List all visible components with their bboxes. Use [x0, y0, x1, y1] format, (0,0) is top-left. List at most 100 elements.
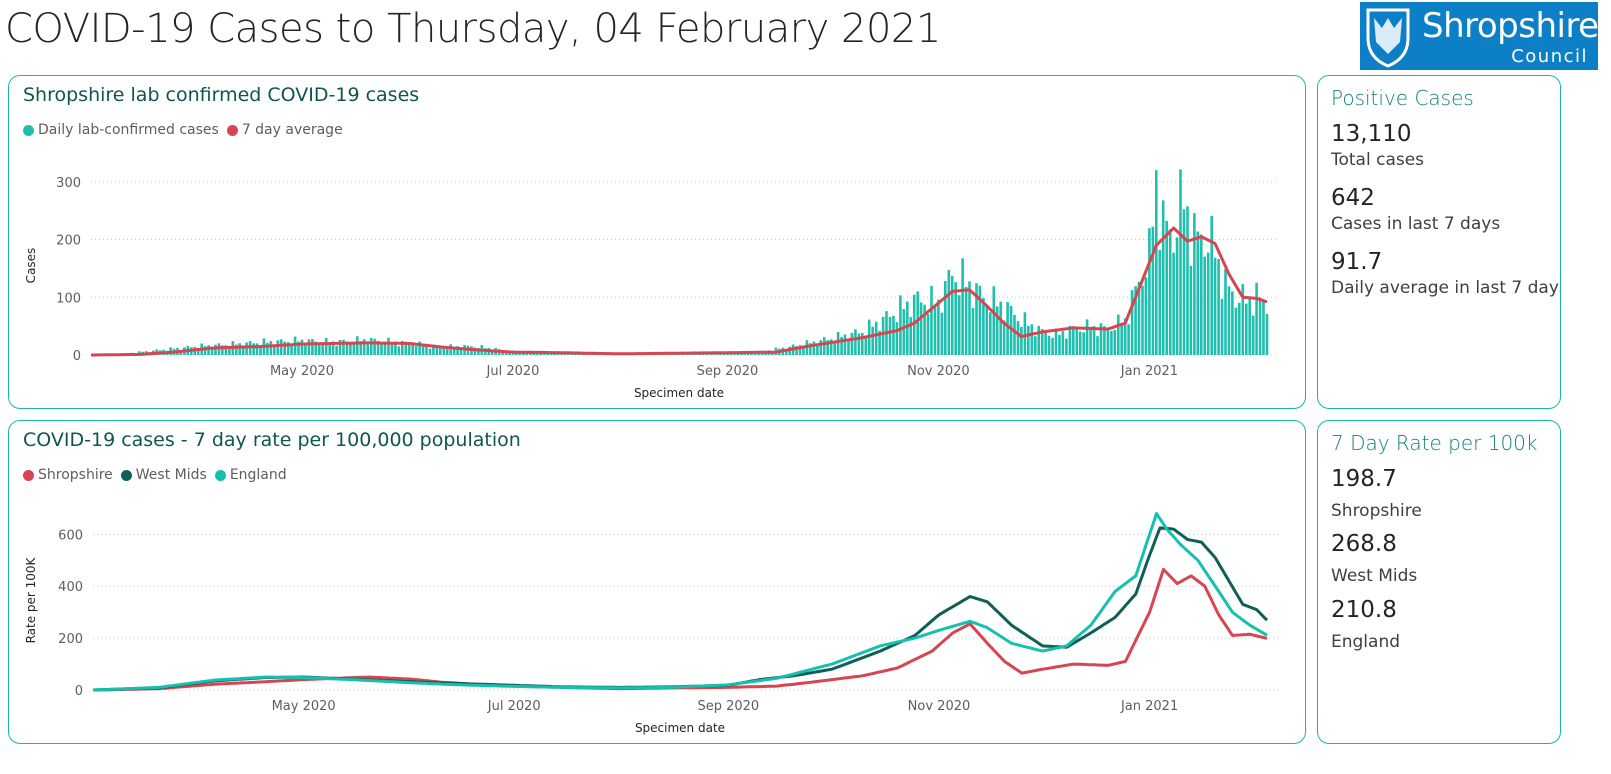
daily-case-bar	[802, 347, 805, 355]
daily-case-bar	[1231, 291, 1234, 355]
daily-y-tick-label: 100	[56, 291, 81, 306]
daily-case-bar	[944, 281, 947, 355]
daily-case-bar	[411, 345, 414, 355]
daily-y-axis-title: Cases	[24, 248, 38, 284]
daily-case-bar	[971, 308, 975, 355]
daily-case-bar	[397, 346, 401, 355]
daily-case-bar	[380, 342, 383, 355]
kpi-last-7-days: 642 Cases in last 7 days	[1331, 184, 1500, 236]
daily-case-bar	[1134, 286, 1137, 355]
daily-case-bar	[203, 346, 207, 355]
legend-item-daily: Daily lab-confirmed cases	[23, 122, 219, 138]
daily-case-bar	[1165, 220, 1168, 355]
daily-case-bar	[902, 309, 906, 355]
daily-case-bar	[947, 269, 951, 355]
daily-case-bar	[812, 341, 816, 355]
chart-legend: Shropshire West Mids England	[23, 467, 287, 483]
daily-case-bar	[1013, 314, 1016, 355]
legend-label-england: England	[229, 467, 287, 483]
kpi-daily-average: 91.7 Daily average in last 7 days	[1331, 248, 1561, 300]
daily-case-bar	[833, 342, 836, 355]
daily-case-bar	[892, 315, 895, 355]
daily-case-bar	[1092, 326, 1096, 355]
daily-case-bar	[1034, 336, 1037, 355]
daily-case-bar	[1072, 326, 1075, 355]
daily-case-bar	[435, 345, 439, 355]
england-rate-line	[92, 512, 1268, 692]
daily-case-bar	[1113, 329, 1117, 355]
daily-case-bar	[1044, 332, 1047, 355]
daily-case-bar	[912, 294, 916, 355]
rate-plot: 0 200 400 600 May 2020 Jul 2020 Sep 2020 Nov 20…	[24, 512, 1279, 735]
daily-case-bar	[210, 348, 214, 355]
daily-case-bar	[850, 332, 854, 355]
kpi-value: 268.8	[1331, 531, 1397, 557]
daily-case-bar	[401, 340, 404, 355]
daily-case-bar	[895, 322, 899, 355]
daily-case-bar	[297, 341, 300, 355]
daily-case-bar	[1224, 269, 1227, 355]
daily-case-bar	[1047, 335, 1051, 355]
rate-y-tick-label: 0	[75, 684, 83, 699]
kpi-title: Positive Cases	[1331, 86, 1474, 110]
kpi-value: 642	[1331, 185, 1375, 211]
daily-case-bar	[428, 348, 432, 355]
daily-case-bar	[421, 345, 425, 355]
kpi-label: Daily average in last 7 days	[1331, 278, 1561, 298]
kpi-label: West Mids	[1331, 566, 1418, 586]
daily-case-bar	[1241, 284, 1245, 355]
daily-case-bar	[266, 342, 269, 355]
daily-case-bar	[369, 338, 373, 355]
daily-y-tick-label: 0	[73, 349, 81, 364]
daily-case-bar	[847, 340, 850, 355]
daily-case-bar	[328, 342, 331, 355]
positive-cases-card: Positive Cases 13,110 Total cases 642 Ca…	[1317, 75, 1561, 409]
daily-case-bar	[1213, 257, 1217, 355]
daily-case-bar	[383, 344, 387, 355]
daily-case-bar	[238, 343, 241, 355]
daily-case-bar	[1151, 226, 1155, 355]
daily-case-bar	[857, 333, 861, 355]
daily-case-bar	[224, 345, 228, 355]
daily-case-bar	[1175, 237, 1179, 355]
daily-case-bar	[286, 342, 290, 355]
daily-cases-chart-card: Shropshire lab confirmed COVID-19 cases …	[8, 75, 1306, 409]
daily-case-bar	[1217, 259, 1220, 355]
daily-case-bar	[888, 317, 892, 355]
rate-x-tick-label: May 2020	[272, 699, 336, 714]
daily-case-bar	[418, 341, 421, 355]
daily-case-bar	[228, 347, 231, 355]
daily-case-bar	[1110, 331, 1113, 355]
daily-case-bar	[1006, 302, 1009, 355]
daily-case-bar	[819, 340, 823, 355]
daily-case-bar	[1144, 277, 1148, 355]
daily-case-bar	[404, 341, 408, 355]
daily-case-bar	[439, 346, 442, 355]
daily-case-bar	[1130, 290, 1134, 355]
legend-item-west-mids: West Mids	[120, 467, 207, 483]
daily-case-bar	[784, 349, 788, 355]
daily-case-bar	[1161, 200, 1165, 355]
daily-case-bar	[456, 346, 459, 355]
daily-cases-plot: 0 100 200 300 May 2020 Jul 2020 Sep 2020 Nov 20…	[24, 169, 1279, 400]
daily-case-bar	[1172, 252, 1175, 355]
rate-y-tick-label: 400	[58, 580, 83, 595]
daily-case-bar	[1123, 318, 1127, 355]
daily-case-bar	[809, 343, 812, 355]
daily-case-bar	[1203, 256, 1206, 355]
daily-case-bar	[318, 342, 321, 355]
daily-case-bar	[442, 347, 446, 355]
daily-case-bar	[740, 353, 743, 355]
daily-case-bar	[992, 286, 996, 355]
daily-case-bar	[446, 348, 449, 355]
rate-y-tick-label: 600	[58, 528, 83, 543]
daily-case-bar	[1065, 338, 1068, 355]
legend-dot-average	[226, 124, 238, 136]
daily-case-bar	[1054, 328, 1058, 355]
daily-case-bar	[1016, 321, 1020, 355]
shropshire-rate-line	[92, 567, 1268, 692]
daily-x-tick-label: Sep 2020	[697, 364, 759, 379]
daily-case-bar	[823, 337, 826, 355]
daily-case-bar	[1127, 324, 1130, 355]
daily-case-bar	[1258, 297, 1262, 355]
